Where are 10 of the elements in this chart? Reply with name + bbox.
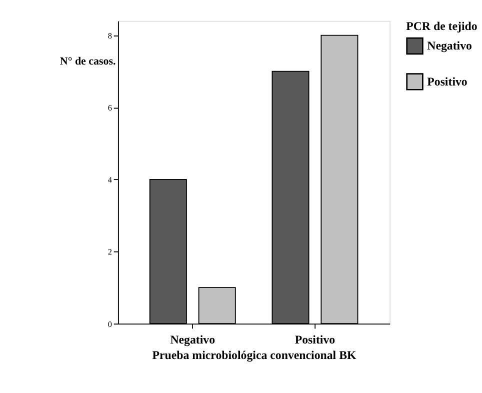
legend-title: PCR de tejido bbox=[406, 19, 478, 34]
x-axis-title: Prueba microbiológica convencional BK bbox=[152, 348, 357, 362]
y-tick-label: 8 bbox=[108, 32, 112, 40]
legend-label: Positivo bbox=[427, 74, 468, 88]
y-tick-label: 4 bbox=[108, 176, 112, 185]
y-axis-title: N° de casos. bbox=[60, 55, 116, 68]
y-tick-label: 2 bbox=[108, 248, 112, 257]
y-tick-label: 0 bbox=[108, 320, 112, 329]
y-tick-label: 6 bbox=[108, 104, 112, 113]
legend-label: Negativo bbox=[427, 38, 472, 53]
